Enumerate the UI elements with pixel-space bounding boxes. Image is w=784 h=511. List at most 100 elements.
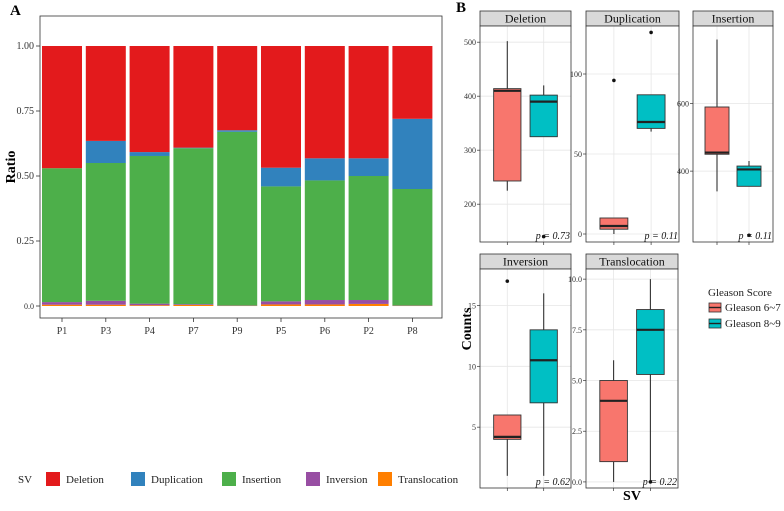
bar-segment-p5-duplication xyxy=(261,168,301,187)
bar-segment-p3-inversion xyxy=(86,301,126,305)
box-inversion-g89 xyxy=(530,330,557,403)
facet-panel-duplication xyxy=(586,26,679,242)
bar-segment-p7-deletion xyxy=(173,46,213,148)
legend-a-label-duplication: Duplication xyxy=(151,474,203,486)
legend-a-key-inversion xyxy=(306,472,320,486)
bar-segment-p2-inversion xyxy=(349,300,389,304)
legend-a-label-translocation: Translocation xyxy=(398,474,459,486)
facet-y-tick-label-translocation: 7.5 xyxy=(572,326,582,335)
bar-segment-p8-duplication xyxy=(392,119,432,189)
panel-b-x-axis-title: SV xyxy=(623,489,641,504)
bar-segment-p7-translocation xyxy=(173,305,213,306)
bar-segment-p3-deletion xyxy=(86,46,126,141)
facet-y-tick-label-duplication: 100 xyxy=(570,70,582,79)
panel-a-x-tick-label: P3 xyxy=(101,326,112,337)
box-duplication-g89 xyxy=(637,95,665,129)
bar-segment-p6-translocation xyxy=(305,304,345,306)
legend-a-key-deletion xyxy=(46,472,60,486)
bar-segment-p6-insertion xyxy=(305,180,345,300)
facet-title-translocation: Translocation xyxy=(599,255,665,269)
panel-a-y-tick-label: 0.75 xyxy=(17,106,35,117)
panel-b-label: B xyxy=(456,0,466,16)
facet-title-insertion: Insertion xyxy=(712,12,755,26)
bar-segment-p5-insertion xyxy=(261,186,301,301)
panel-a-y-tick-label: 0.0 xyxy=(24,302,34,311)
outlier-duplication-g89 xyxy=(649,31,653,35)
facet-y-tick-label-deletion: 400 xyxy=(464,92,476,101)
p-value-deletion: p = 0.73 xyxy=(535,231,570,242)
bar-segment-p9-insertion xyxy=(217,132,257,306)
panel-a-x-tick-label: P8 xyxy=(407,326,418,337)
facet-y-tick-label-translocation: 0.0 xyxy=(572,478,582,487)
bar-segment-p5-inversion xyxy=(261,301,301,304)
facet-y-tick-label-duplication: 50 xyxy=(574,150,582,159)
facet-y-tick-label-inversion: 5 xyxy=(472,423,476,432)
bar-segment-p4-deletion xyxy=(130,46,170,152)
panel-a-y-tick-label: 1.00 xyxy=(17,41,35,52)
panel-a-x-tick-label: P1 xyxy=(57,326,68,337)
bar-segment-p2-duplication xyxy=(349,158,389,176)
bar-segment-p8-deletion xyxy=(392,46,432,119)
bar-segment-p6-deletion xyxy=(305,46,345,158)
bar-segment-p2-deletion xyxy=(349,46,389,158)
bar-segment-p7-inversion xyxy=(173,304,213,305)
legend-b-label-g89: Gleason 8~9 xyxy=(725,318,781,330)
legend-b-label-g67: Gleason 6~7 xyxy=(725,302,781,314)
bar-segment-p7-insertion xyxy=(173,148,213,304)
box-inversion-g67 xyxy=(494,415,521,439)
legend-a-key-insertion xyxy=(222,472,236,486)
facet-y-tick-label-deletion: 500 xyxy=(464,38,476,47)
facet-y-tick-label-insertion: 600 xyxy=(677,100,689,109)
box-insertion-g67 xyxy=(705,107,729,154)
facet-y-tick-label-translocation: 5.0 xyxy=(572,377,582,386)
bar-segment-p4-translocation xyxy=(130,305,170,306)
bar-segment-p4-insertion xyxy=(130,156,170,304)
box-duplication-g67 xyxy=(600,218,628,229)
bar-segment-p1-inversion xyxy=(42,302,82,305)
bar-segment-p5-translocation xyxy=(261,304,301,306)
panel-a-y-tick-label: 0.25 xyxy=(17,236,35,247)
outlier-duplication-g67 xyxy=(612,79,616,83)
bar-segment-p4-duplication xyxy=(130,152,170,156)
bar-segment-p7-duplication xyxy=(173,148,213,149)
facet-y-tick-label-deletion: 300 xyxy=(464,146,476,155)
facet-y-tick-label-deletion: 200 xyxy=(464,200,476,209)
bar-segment-p9-deletion xyxy=(217,46,257,130)
box-deletion-g67 xyxy=(494,89,521,181)
legend-a-key-duplication xyxy=(131,472,145,486)
bar-segment-p3-duplication xyxy=(86,141,126,163)
p-value-duplication: p = 0.11 xyxy=(643,231,678,242)
box-translocation-g89 xyxy=(637,310,665,375)
outlier-inversion-g67 xyxy=(506,279,510,283)
facet-y-tick-label-inversion: 10 xyxy=(468,362,476,371)
box-translocation-g67 xyxy=(600,381,628,462)
panel-a-x-tick-label: P6 xyxy=(320,326,331,337)
facet-y-tick-label-translocation: 10.0 xyxy=(568,275,582,284)
bar-segment-p2-insertion xyxy=(349,176,389,300)
p-value-translocation: p = 0.22 xyxy=(642,477,677,488)
panel-b-y-axis-title: Counts xyxy=(460,307,475,350)
legend-a-key-translocation xyxy=(378,472,392,486)
panel-a-y-tick-label: 0.50 xyxy=(17,171,35,182)
bar-segment-p3-translocation xyxy=(86,305,126,306)
facet-y-tick-label-insertion: 400 xyxy=(677,167,689,176)
legend-b-title: Gleason Score xyxy=(708,287,772,299)
facet-title-deletion: Deletion xyxy=(505,12,546,26)
panel-a-x-tick-label: P7 xyxy=(188,326,199,337)
bar-segment-p6-inversion xyxy=(305,300,345,304)
bar-segment-p1-translocation xyxy=(42,305,82,306)
panel-a-x-tick-label: P5 xyxy=(276,326,287,337)
legend-a-label-inversion: Inversion xyxy=(326,474,368,486)
legend-a-label-deletion: Deletion xyxy=(66,474,104,486)
p-value-inversion: p = 0.62 xyxy=(535,477,570,488)
bar-segment-p8-insertion xyxy=(392,189,432,305)
bar-segment-p2-translocation xyxy=(349,304,389,306)
bar-segment-p9-duplication xyxy=(217,130,257,132)
facet-y-tick-label-duplication: 0 xyxy=(578,230,582,239)
facet-y-tick-label-translocation: 2.5 xyxy=(572,427,582,436)
bar-segment-p5-deletion xyxy=(261,46,301,168)
bar-segment-p1-insertion xyxy=(42,168,82,302)
panel-a-x-tick-label: P9 xyxy=(232,326,243,337)
facet-title-inversion: Inversion xyxy=(503,255,548,269)
